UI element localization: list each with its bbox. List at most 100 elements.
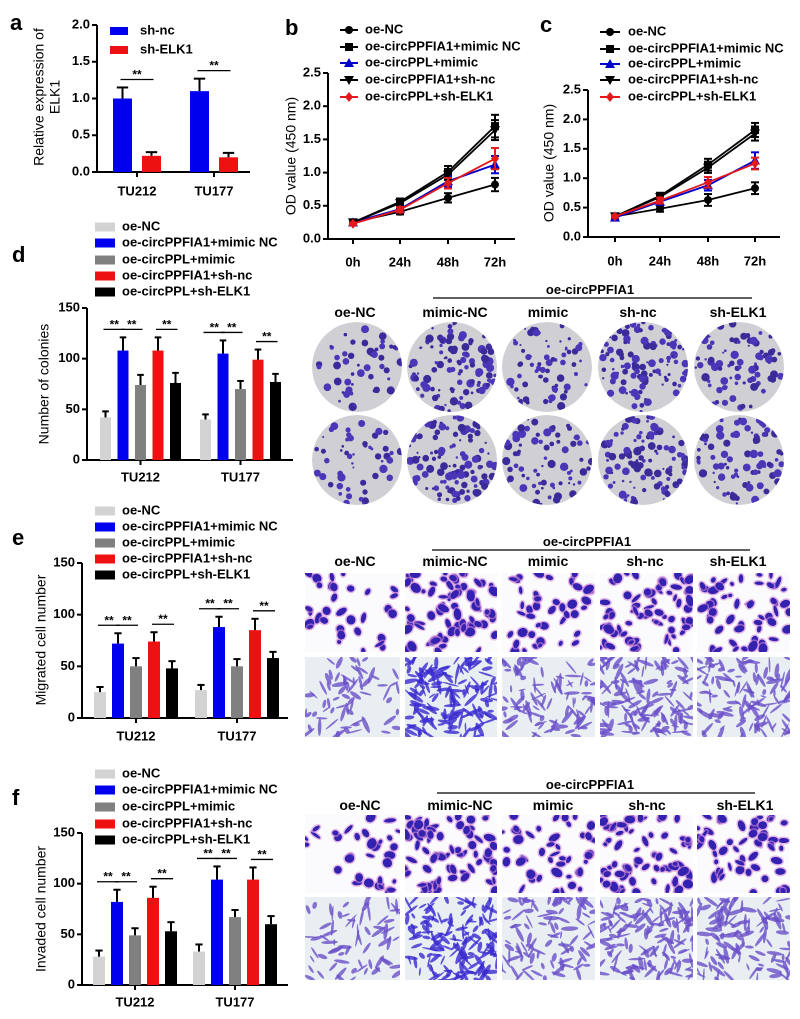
colony-dot <box>614 463 621 470</box>
cell <box>587 658 594 666</box>
colony-dot <box>486 364 495 373</box>
cell <box>426 706 438 715</box>
cell <box>438 934 450 945</box>
y-tick-label: 100 <box>53 875 75 890</box>
cell <box>430 953 443 957</box>
cell <box>491 630 497 639</box>
cell <box>738 956 741 963</box>
cell <box>675 916 687 926</box>
significance-label: ** <box>205 597 215 611</box>
colony-dot <box>449 445 453 449</box>
colony-dot <box>713 480 716 484</box>
cell <box>697 931 713 937</box>
x-tick-label: 24h <box>389 254 411 269</box>
colony-dot <box>721 399 729 406</box>
colony-dot <box>726 456 733 463</box>
colony-dot <box>620 379 627 386</box>
colony-dot <box>531 483 537 489</box>
cell <box>642 836 649 847</box>
cell <box>390 843 398 851</box>
colony-dot <box>761 423 767 428</box>
cell <box>431 681 443 686</box>
series-line <box>352 163 496 224</box>
cell <box>711 676 715 685</box>
cell <box>481 685 490 695</box>
colony-dot <box>447 324 453 329</box>
cell <box>654 933 667 938</box>
cell <box>766 582 775 589</box>
cell <box>604 943 616 951</box>
cell <box>589 681 595 686</box>
colony-dot <box>720 450 729 459</box>
colony-dot <box>712 471 715 475</box>
cell <box>532 705 540 711</box>
colony-dot <box>485 372 493 379</box>
cell <box>531 898 534 909</box>
cell <box>722 672 734 683</box>
cell <box>464 657 471 668</box>
cell <box>388 609 397 619</box>
colony-dot <box>646 419 649 423</box>
plate-background <box>502 322 592 412</box>
colony-dot <box>521 348 526 353</box>
significance-label: ** <box>210 320 220 334</box>
colony-dot <box>469 362 476 368</box>
colony-dot <box>747 481 751 485</box>
colony-dot <box>778 461 784 468</box>
cell <box>422 935 431 940</box>
colony-dot <box>622 467 630 476</box>
colony-dot <box>493 373 497 378</box>
colony-dot <box>475 368 484 377</box>
y-axis-title: Migrated cell number <box>33 574 49 705</box>
cell <box>748 955 760 962</box>
colony-dot <box>559 340 562 343</box>
cell <box>768 637 779 642</box>
cell <box>359 908 364 926</box>
cell <box>661 725 670 731</box>
colony-dot <box>628 460 634 466</box>
cell <box>431 906 437 917</box>
colony-dot <box>430 345 434 349</box>
cell <box>473 850 478 858</box>
micrograph <box>600 657 693 737</box>
cell <box>416 708 430 715</box>
colony-dot <box>679 375 687 383</box>
micrograph <box>600 573 693 652</box>
column-label: sh-nc <box>628 797 666 813</box>
cell <box>352 722 360 727</box>
colony-dot <box>368 373 374 380</box>
cell <box>587 924 595 939</box>
cell <box>421 930 434 934</box>
cell <box>338 952 345 956</box>
colony-dot <box>343 499 350 505</box>
colony-dot <box>543 398 549 405</box>
x-tick-label: TU177 <box>217 728 256 743</box>
cell <box>326 697 331 709</box>
cell <box>310 936 323 941</box>
cell <box>524 657 534 665</box>
cell <box>582 695 587 701</box>
cell <box>575 897 587 911</box>
colony-dot <box>437 498 440 501</box>
cell <box>326 681 331 691</box>
colony-dot <box>316 364 322 370</box>
cell <box>577 721 593 730</box>
cell <box>546 697 553 710</box>
cell <box>665 884 670 893</box>
colony-dot <box>779 451 784 456</box>
colony-dot <box>712 463 720 470</box>
cell <box>535 622 541 628</box>
cell <box>470 676 481 688</box>
micrograph <box>502 815 595 893</box>
cell <box>526 613 536 619</box>
cell <box>728 862 732 871</box>
bar <box>200 419 211 460</box>
y-tick-label: 0.5 <box>303 197 321 212</box>
cell <box>634 857 643 865</box>
cell <box>386 697 393 704</box>
cell <box>363 878 374 888</box>
cell <box>426 702 434 710</box>
cell <box>625 924 639 928</box>
cell <box>581 596 592 605</box>
cell <box>632 965 646 970</box>
